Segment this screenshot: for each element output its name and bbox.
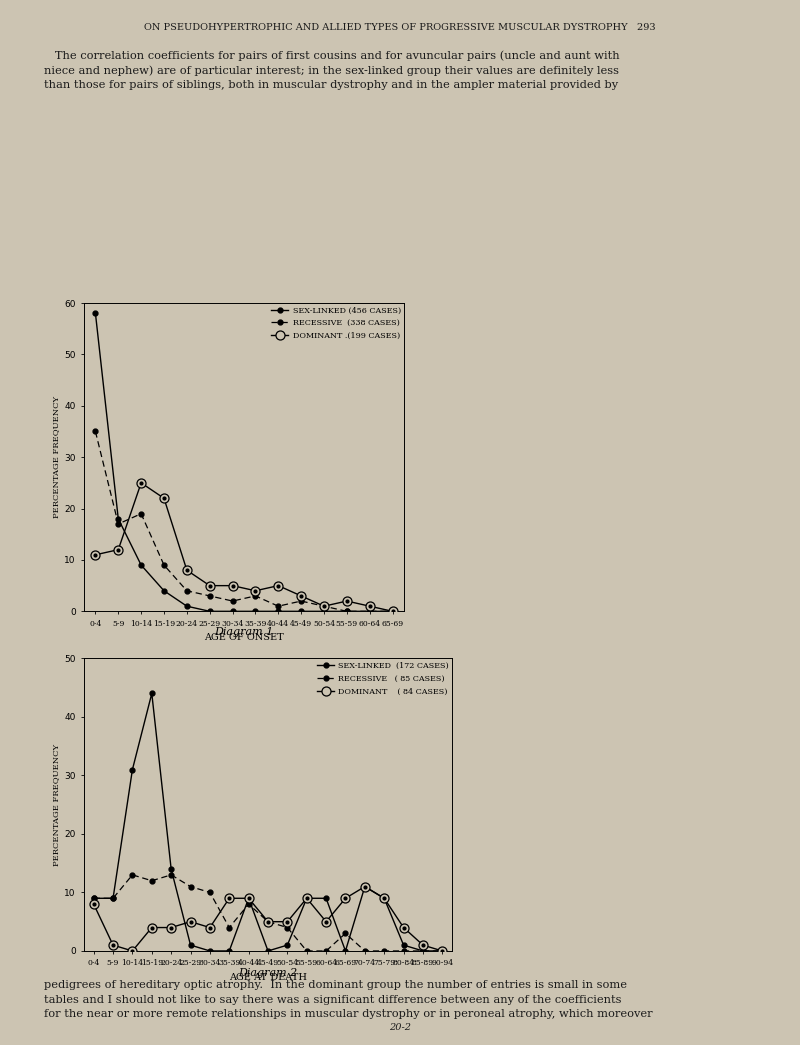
- Text: ON PSEUDOHYPERTROPHIC AND ALLIED TYPES OF PROGRESSIVE MUSCULAR DYSTROPHY   293: ON PSEUDOHYPERTROPHIC AND ALLIED TYPES O…: [144, 23, 656, 32]
- Text: Diagram 2: Diagram 2: [238, 968, 298, 978]
- Y-axis label: PERCENTAGE FREQUENCY: PERCENTAGE FREQUENCY: [52, 396, 60, 518]
- Legend: SEX-LINKED  (172 CASES), RECESSIVE   ( 85 CASES), DOMINANT    ( 84 CASES): SEX-LINKED (172 CASES), RECESSIVE ( 85 C…: [314, 659, 452, 698]
- X-axis label: AGE OF ONSET: AGE OF ONSET: [204, 633, 284, 643]
- Text: pedigrees of hereditary optic atrophy.  In the dominant group the number of entr: pedigrees of hereditary optic atrophy. I…: [44, 980, 653, 1019]
- Text: Diagram 1: Diagram 1: [214, 627, 274, 637]
- X-axis label: AGE AT DEATH: AGE AT DEATH: [229, 973, 307, 982]
- Text: 20-2: 20-2: [389, 1023, 411, 1032]
- Text: The correlation coefficients for pairs of first cousins and for avuncular pairs : The correlation coefficients for pairs o…: [44, 50, 620, 91]
- Legend: SEX-LINKED (456 CASES), RECESSIVE  (338 CASES), DOMINANT .(199 CASES): SEX-LINKED (456 CASES), RECESSIVE (338 C…: [268, 304, 403, 343]
- Y-axis label: PERCENTAGE FREQUENCY: PERCENTAGE FREQUENCY: [52, 744, 60, 865]
